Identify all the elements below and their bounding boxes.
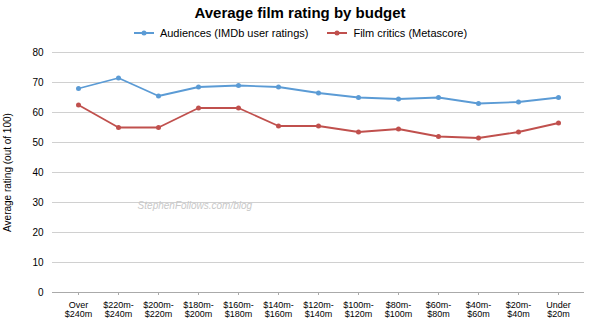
svg-text:$100m-$120m: $100m-$120m (343, 300, 374, 319)
svg-text:$20m-$40m: $20m-$40m (506, 300, 532, 319)
svg-text:0: 0 (38, 287, 44, 298)
html-text:Average film rating by budget: Average film rating by budget (194, 4, 406, 21)
svg-text:$160m-$180m: $160m-$180m (223, 300, 254, 319)
svg-text:Under$20m: Under$20m (546, 300, 571, 319)
svg-text:70: 70 (32, 77, 44, 88)
svg-text:$80m-$100m: $80m-$100m (385, 300, 413, 319)
svg-text:30: 30 (32, 197, 44, 208)
svg-text:40: 40 (32, 167, 44, 178)
svg-text:60: 60 (32, 107, 44, 118)
svg-text:$60m-$80m: $60m-$80m (426, 300, 452, 319)
svg-text:10: 10 (32, 257, 44, 268)
svg-text:$220m-$240m: $220m-$240m (103, 300, 134, 319)
svg-text:80: 80 (32, 47, 44, 58)
svg-text:$40m-$60m: $40m-$60m (466, 300, 492, 319)
html-text:Audiences (IMDb user ratings): Audiences (IMDb user ratings) (159, 27, 309, 39)
svg-text:20: 20 (32, 227, 44, 238)
svg-text:Average rating (out of 100): Average rating (out of 100) (2, 113, 13, 232)
html-text:Film critics (Metascore): Film critics (Metascore) (353, 27, 468, 39)
svg-text:$140m-$160m: $140m-$160m (263, 300, 294, 319)
svg-text:50: 50 (32, 137, 44, 148)
svg-text:$120m-$140m: $120m-$140m (303, 300, 334, 319)
svg-text:$200m-$220m: $200m-$220m (143, 300, 174, 319)
svg-text:$180m-$200m: $180m-$200m (183, 300, 214, 319)
svg-text:StephenFollows.com/blog: StephenFollows.com/blog (138, 200, 253, 211)
svg-text:Over$240m: Over$240m (65, 300, 93, 319)
